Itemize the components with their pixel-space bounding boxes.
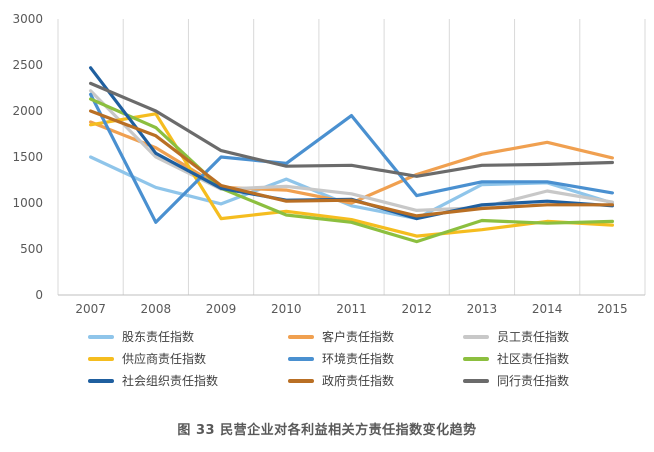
- legend-label: 供应商责任指数: [122, 351, 206, 366]
- x-tick-label: 2012: [401, 302, 432, 316]
- series-line-8: [89, 81, 614, 178]
- x-tick-label: 2014: [532, 302, 563, 316]
- legend-label: 政府责任指数: [322, 373, 394, 388]
- y-tick-label: 0: [35, 288, 43, 302]
- legend-label: 员工责任指数: [497, 329, 569, 344]
- y-tick-label: 2000: [12, 104, 43, 118]
- y-tick-label: 1500: [12, 150, 43, 164]
- legend-label: 社区责任指数: [497, 351, 569, 366]
- grid-lines: [57, 19, 646, 295]
- axes: 0 500 1000 1500 2000 2500 3000 2007 2008 2009 2010…: [12, 12, 645, 316]
- series-line-4: [89, 92, 614, 224]
- series-line-2: [89, 89, 614, 212]
- y-tick-label: 1000: [12, 196, 43, 210]
- series-lines: [89, 66, 614, 244]
- x-tick-label: 2009: [206, 302, 237, 316]
- figure-caption: 图 33 民营企业对各利益相关方责任指数变化趋势: [177, 423, 477, 438]
- legend-label: 社会组织责任指数: [122, 373, 218, 388]
- x-tick-label: 2007: [75, 302, 106, 316]
- legend-label: 客户责任指数: [322, 329, 394, 344]
- x-tick-label: 2010: [271, 302, 302, 316]
- y-tick-label: 500: [20, 242, 43, 256]
- legend-label: 环境责任指数: [322, 351, 394, 366]
- legend-label: 股东责任指数: [122, 329, 194, 344]
- y-tick-label: 2500: [12, 58, 43, 72]
- legend-label: 同行责任指数: [497, 373, 569, 388]
- series-line-7: [89, 109, 614, 218]
- series-line-3: [89, 112, 614, 238]
- x-tick-label: 2011: [336, 302, 367, 316]
- x-tick-label: 2013: [467, 302, 498, 316]
- series-line-5: [89, 97, 614, 244]
- x-tick-label: 2008: [141, 302, 172, 316]
- x-tick-label: 2015: [597, 302, 628, 316]
- y-tick-label: 3000: [12, 12, 43, 26]
- series-line-1: [89, 120, 614, 205]
